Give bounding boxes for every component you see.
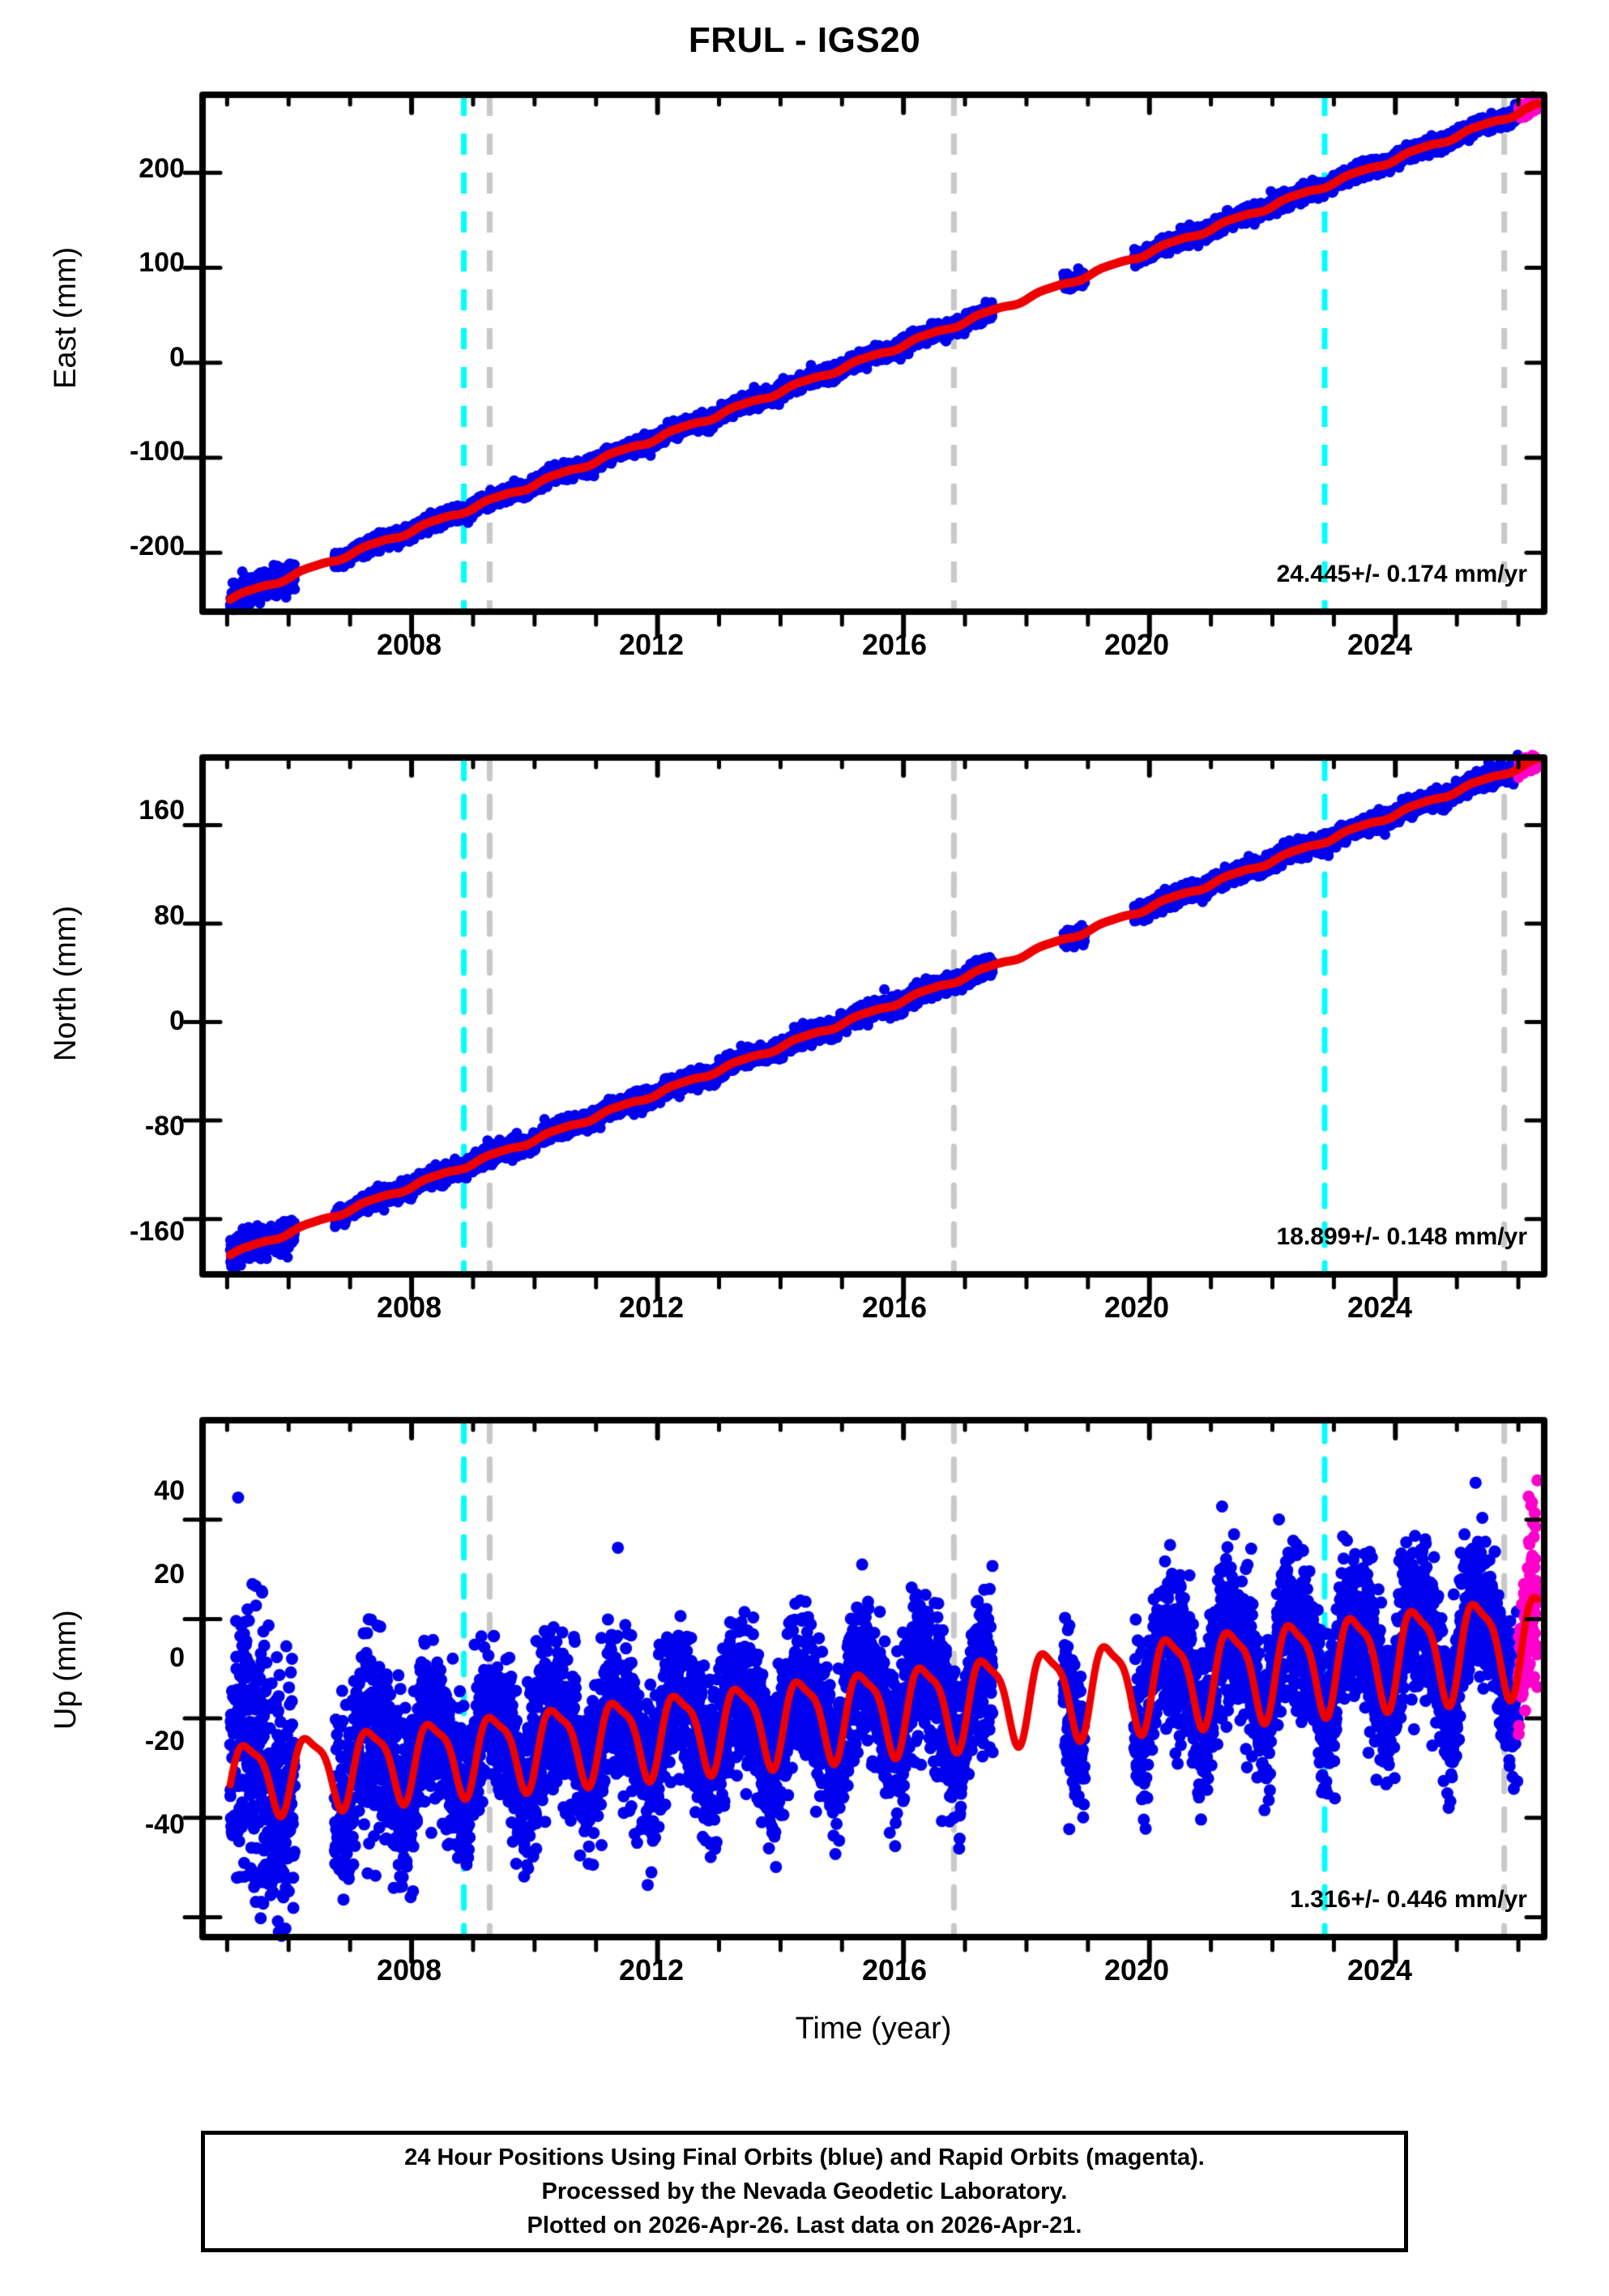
east-ytick-neg100: -100 bbox=[129, 436, 185, 467]
caption-line-1: 24 Hour Positions Using Final Orbits (bl… bbox=[404, 2144, 1205, 2170]
north-xtick-2012: 2012 bbox=[618, 1291, 685, 1324]
east-xtick-2008: 2008 bbox=[376, 628, 442, 661]
caption-line-2: Processed by the Nevada Geodetic Laborat… bbox=[541, 2178, 1068, 2204]
north-xtick-2016: 2016 bbox=[861, 1291, 928, 1324]
north-axis-label: North (mm) bbox=[49, 905, 83, 1061]
north-xtick-2008: 2008 bbox=[376, 1291, 442, 1324]
north-ytick-neg80: -80 bbox=[144, 1111, 185, 1142]
up-xtick-2012: 2012 bbox=[618, 1953, 685, 1987]
up-rate-annotation: 1.316+/- 0.446 mm/yr bbox=[1290, 1886, 1527, 1913]
x-axis-label: Time (year) bbox=[795, 2012, 952, 2046]
up-xtick-2016: 2016 bbox=[861, 1953, 928, 1987]
up-ytick-0: 0 bbox=[169, 1642, 185, 1673]
up-xtick-2020: 2020 bbox=[1103, 1953, 1170, 1987]
up-ytick-40: 40 bbox=[154, 1475, 185, 1506]
north-ytick-160: 160 bbox=[139, 795, 185, 826]
east-xtick-2016: 2016 bbox=[861, 628, 928, 661]
east-xtick-2020: 2020 bbox=[1103, 628, 1170, 661]
up-xtick-2008: 2008 bbox=[376, 1953, 442, 1987]
up-ytick-20: 20 bbox=[154, 1559, 185, 1590]
north-xtick-2020: 2020 bbox=[1103, 1291, 1170, 1324]
up-axis-label: Up (mm) bbox=[49, 1610, 83, 1730]
north-ytick-neg160: -160 bbox=[129, 1216, 185, 1247]
east-ytick-100: 100 bbox=[139, 247, 185, 278]
up-ytick-neg40: -40 bbox=[144, 1809, 185, 1840]
east-xtick-2012: 2012 bbox=[618, 628, 685, 661]
caption-line-3: Plotted on 2026-Apr-26. Last data on 202… bbox=[527, 2213, 1082, 2239]
north-xtick-2024: 2024 bbox=[1347, 1291, 1413, 1324]
caption-box: 24 Hour Positions Using Final Orbits (bl… bbox=[201, 2131, 1408, 2252]
page-title: FRUL - IGS20 bbox=[688, 20, 921, 60]
east-axis-label: East (mm) bbox=[49, 246, 83, 389]
east-ytick-200: 200 bbox=[139, 153, 185, 184]
east-ytick-0: 0 bbox=[169, 342, 185, 373]
north-rate-annotation: 18.899+/- 0.148 mm/yr bbox=[1276, 1223, 1527, 1250]
north-ytick-0: 0 bbox=[169, 1005, 185, 1036]
up-xtick-2024: 2024 bbox=[1347, 1953, 1413, 1987]
east-rate-annotation: 24.445+/- 0.174 mm/yr bbox=[1276, 561, 1527, 587]
up-ytick-neg20: -20 bbox=[144, 1726, 185, 1756]
east-xtick-2024: 2024 bbox=[1347, 628, 1413, 661]
north-ytick-80: 80 bbox=[154, 900, 185, 931]
east-ytick-neg200: -200 bbox=[129, 531, 185, 561]
